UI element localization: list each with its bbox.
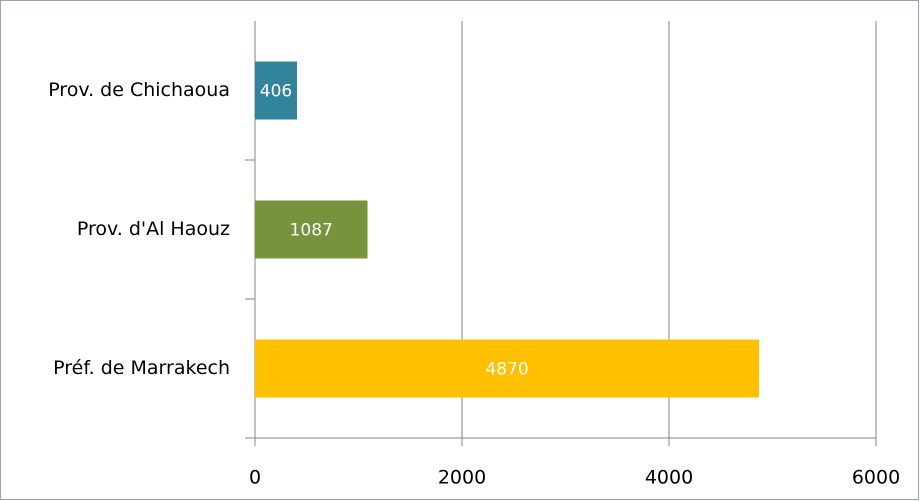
x-tick-label: 6000 — [852, 467, 900, 489]
value-label: 1087 — [290, 221, 333, 241]
x-tick-label: 0 — [249, 467, 261, 489]
y-tick-label: Préf. de Marrakech — [53, 357, 230, 379]
bar — [255, 200, 368, 259]
x-tick-label: 4000 — [645, 467, 693, 489]
y-tick-label: Prov. de Chichaoua — [48, 79, 230, 101]
value-label: 4870 — [485, 360, 528, 380]
bar — [255, 61, 298, 120]
y-tick-label: Prov. d'Al Haouz — [77, 218, 230, 240]
bar — [255, 339, 760, 398]
x-tick-label: 2000 — [438, 467, 486, 489]
value-label: 406 — [260, 82, 292, 102]
